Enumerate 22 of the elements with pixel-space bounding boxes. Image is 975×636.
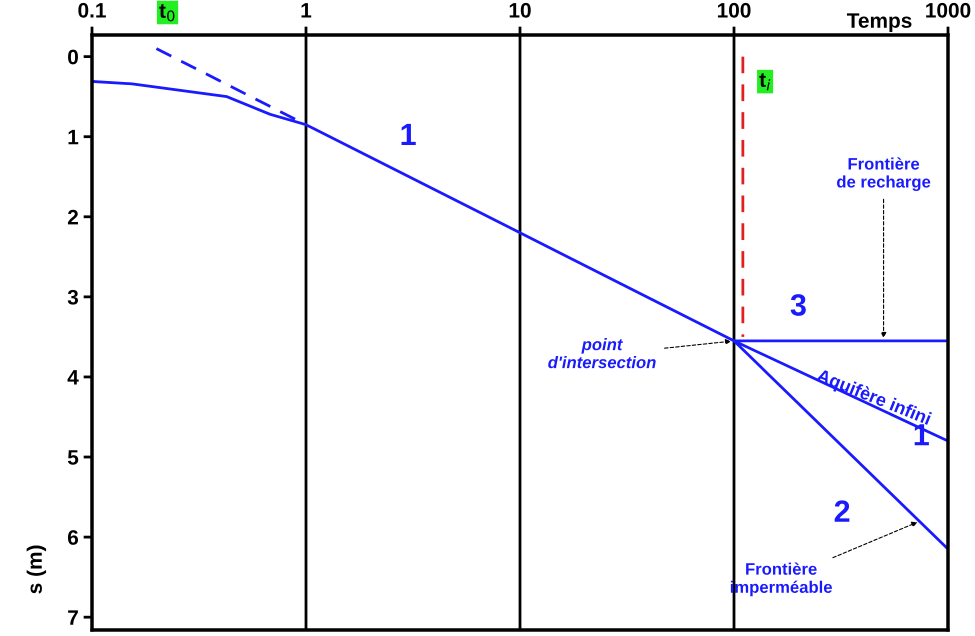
x-tick-label: 10: [510, 2, 531, 18]
annotation: 3: [790, 294, 806, 316]
annotation: point d'intersection: [548, 338, 656, 368]
annotation: 1: [402, 124, 416, 145]
y-tick-label: 5: [68, 450, 78, 465]
annotation: 2: [834, 500, 850, 522]
y-tick-label: 3: [68, 290, 78, 305]
x-axis-title: Temps: [846, 13, 912, 32]
y-tick-label: 7: [68, 610, 78, 625]
x-tick-label: 1: [302, 3, 312, 18]
y-tick-label: 6: [68, 530, 78, 545]
y-tick-label: 1: [68, 130, 78, 144]
annotation: Frontière de recharge: [837, 157, 930, 192]
annotation: t$_{0}$: [159, 4, 174, 22]
y-axis-title: s (m): [26, 546, 46, 594]
x-tick-label: 100: [718, 2, 751, 18]
y-tick-label: 2: [68, 210, 78, 224]
y-tick-label: 4: [68, 370, 79, 384]
x-tick-label: 0.1: [78, 2, 106, 18]
annotation: t$_{i}$: [759, 73, 770, 90]
y-tick-label: 0: [68, 50, 78, 64]
x-tick-label: 1000: [926, 2, 970, 18]
